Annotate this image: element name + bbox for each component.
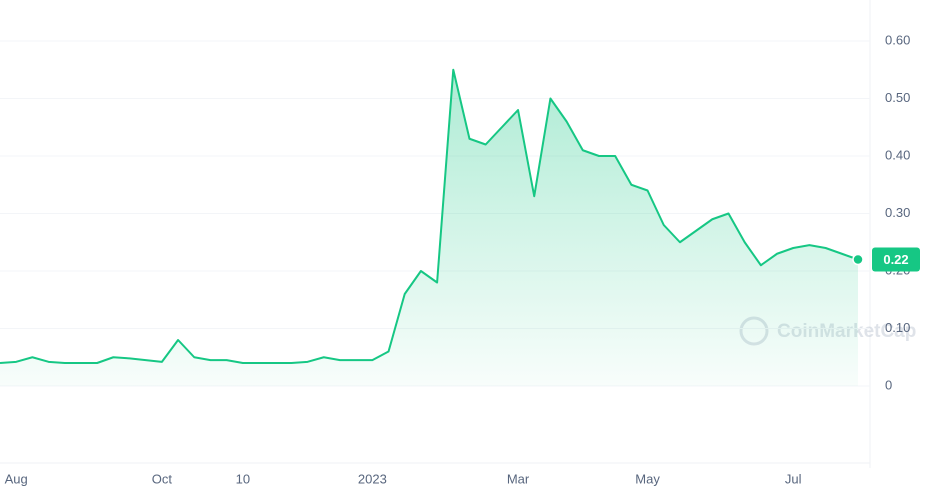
y-tick-label: 0.40 bbox=[885, 147, 910, 162]
current-price-dot bbox=[852, 253, 864, 266]
y-tick-label: 0 bbox=[885, 377, 892, 392]
x-tick-label: Mar bbox=[507, 471, 530, 486]
x-tick-label: Jul bbox=[785, 471, 802, 486]
y-tick-label: 0.60 bbox=[885, 32, 910, 47]
x-tick-label: Aug bbox=[5, 471, 28, 486]
x-tick-label: 2023 bbox=[358, 471, 387, 486]
current-price-badge bbox=[872, 247, 920, 272]
area bbox=[0, 69, 858, 386]
price-line bbox=[0, 68, 859, 364]
y-tick-label: 0.30 bbox=[885, 205, 910, 220]
y-tick-label: 0.50 bbox=[885, 90, 910, 105]
y-tick-label: 0.10 bbox=[885, 320, 910, 335]
x-tick-label: Oct bbox=[152, 471, 173, 486]
current-price-label: 0.22 bbox=[883, 252, 908, 267]
x-tick-label: 10 bbox=[236, 471, 250, 486]
x-tick-label: May bbox=[635, 471, 660, 486]
